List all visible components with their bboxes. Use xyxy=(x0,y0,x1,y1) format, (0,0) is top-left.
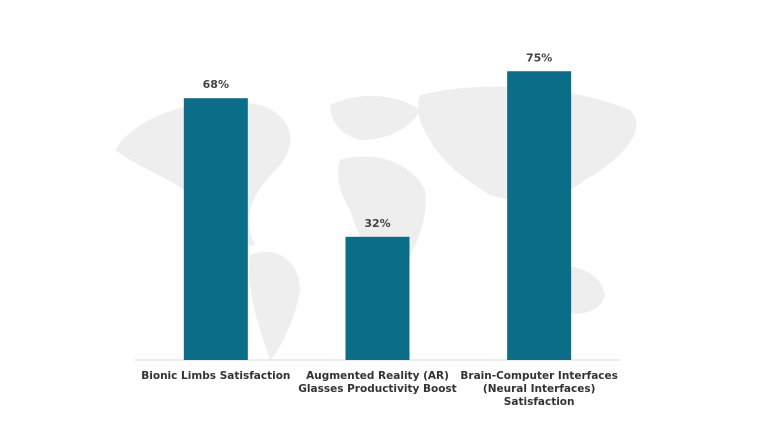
bar xyxy=(183,98,248,360)
data-label: 75% xyxy=(526,51,552,64)
data-label: 32% xyxy=(364,217,390,230)
data-label: 68% xyxy=(203,78,229,91)
x-tick-label: Bionic Limbs Satisfaction xyxy=(141,370,291,382)
x-tick-label: Augmented Reality (AR) Glasses Productiv… xyxy=(298,370,457,395)
x-tick-label: Brain-Computer Interfaces (Neural Interf… xyxy=(460,370,618,408)
bar xyxy=(345,236,410,360)
bar xyxy=(507,71,572,360)
